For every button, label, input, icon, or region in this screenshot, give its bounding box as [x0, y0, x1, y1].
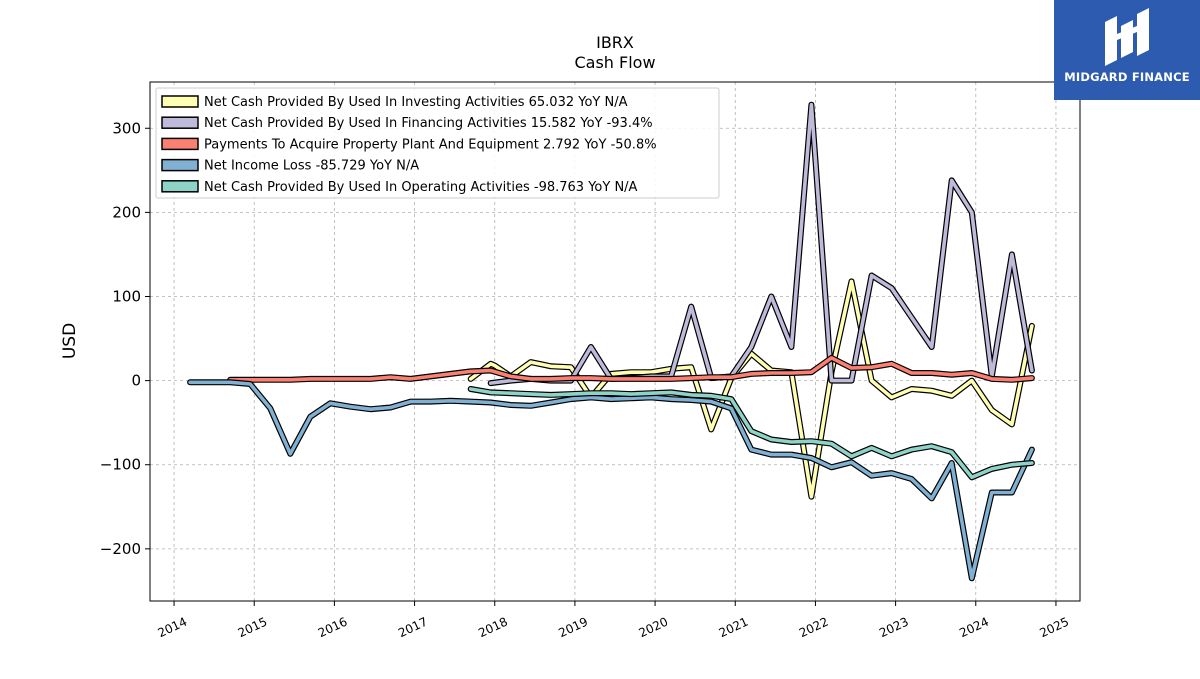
- legend-entry: Net Cash Provided By Used In Investing A…: [204, 95, 628, 110]
- series-layer: [187, 101, 1035, 582]
- x-tick-label: 2016: [316, 615, 350, 641]
- x-tick-label: 2018: [476, 615, 510, 641]
- series-line: [188, 380, 1034, 581]
- legend-entry: Net Cash Provided By Used In Financing A…: [204, 116, 653, 131]
- chart-subtitle: Cash Flow: [574, 53, 655, 72]
- series-line: [488, 102, 1034, 385]
- x-tick-label: 2025: [1037, 615, 1071, 641]
- x-tick-label: 2023: [877, 615, 911, 641]
- y-tick-label: −200: [100, 540, 141, 558]
- y-axis-label: USD: [60, 323, 80, 359]
- y-tick-label: 0: [131, 372, 141, 390]
- legend-swatch: [161, 180, 199, 193]
- legend-swatch: [161, 158, 199, 172]
- midgard-logo-icon: [1105, 8, 1149, 66]
- x-tick-label: 2020: [637, 615, 671, 641]
- legend-entry: Payments To Acquire Property Plant And E…: [204, 137, 657, 152]
- x-tick-label: 2019: [556, 615, 590, 641]
- x-tick-label: 2021: [717, 615, 751, 641]
- brand-name: MIDGARD FINANCE: [1064, 70, 1190, 84]
- y-tick-label: 100: [112, 287, 141, 305]
- y-tick-label: 200: [112, 203, 141, 221]
- series-line: [228, 356, 1034, 382]
- y-tick-label: 300: [112, 119, 141, 137]
- legend: Net Cash Provided By Used In Investing A…: [155, 87, 720, 199]
- legend-entry: Net Cash Provided By Used In Operating A…: [204, 180, 638, 195]
- legend-box: [155, 87, 720, 199]
- y-tick-label: −100: [100, 456, 141, 474]
- chart-title: IBRX: [596, 33, 634, 52]
- series-3: [187, 379, 1035, 582]
- legend-swatch: [161, 116, 199, 129]
- legend-entry: Net Income Loss -85.729 YoY N/A: [204, 159, 419, 174]
- brand-logo: MIDGARD FINANCE: [1054, 0, 1200, 100]
- series-1: [487, 101, 1035, 387]
- series-line-outline: [227, 354, 1035, 383]
- x-tick-label: 2017: [396, 615, 430, 641]
- series-2: [227, 354, 1035, 383]
- series-4: [467, 386, 1035, 481]
- plot-frame: [149, 81, 1081, 602]
- x-tick-label: 2015: [236, 615, 270, 641]
- x-tick-label: 2022: [797, 615, 831, 641]
- legend-swatch: [161, 95, 199, 108]
- x-tick-label: 2024: [957, 615, 991, 641]
- series-line: [468, 387, 1034, 480]
- legend-swatch: [161, 137, 199, 151]
- x-tick-label: 2014: [156, 615, 190, 641]
